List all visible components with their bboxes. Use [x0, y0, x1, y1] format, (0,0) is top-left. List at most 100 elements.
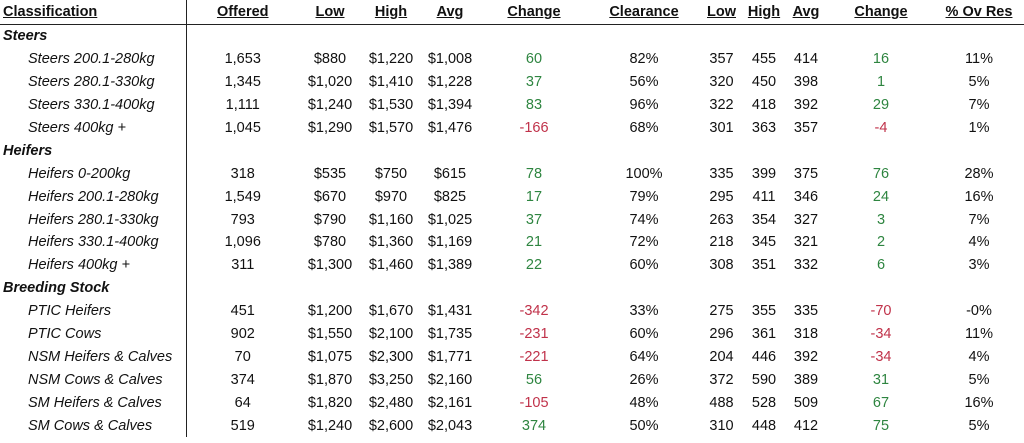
avg2-cell: 412	[793, 417, 819, 434]
change-cell: -105	[519, 394, 549, 411]
avg-cell: $1,771	[427, 348, 473, 365]
ovres-cell	[934, 277, 1024, 300]
offered-cell: 318	[230, 165, 255, 182]
low-cell: $1,020	[307, 74, 353, 91]
change2-cell: 67	[872, 394, 890, 411]
clearance-cell: 60%	[629, 326, 659, 343]
high-cell: $3,250	[368, 371, 414, 388]
table-row: Steers 200.1-280kg 1,653 $880 $1,220 $1,008 6…	[0, 47, 1024, 71]
high-cell: $2,600	[368, 417, 414, 434]
avg-cell	[421, 277, 479, 300]
avg-cell: $1,735	[427, 326, 473, 343]
group-row: Heifers	[0, 139, 1024, 163]
clearance-cell: 79%	[629, 188, 659, 205]
change2-cell	[828, 25, 934, 48]
high-cell: $970	[374, 188, 408, 205]
change-cell	[479, 139, 589, 162]
offered-cell: 1,345	[224, 74, 261, 91]
avg-cell: $1,169	[427, 234, 473, 251]
classification-cell: SM Heifers & Calves	[0, 391, 187, 415]
table-row: NSM Cows & Calves 374 $1,870 $3,250 $2,160 56…	[0, 368, 1024, 392]
low2-cell: 320	[709, 74, 734, 91]
header-avg: Avg	[436, 4, 464, 20]
change2-cell: 16	[872, 51, 890, 68]
clearance-cell: 68%	[629, 120, 659, 136]
group-label: Steers	[0, 24, 187, 48]
avg-cell: $1,008	[427, 51, 473, 68]
ovres-cell: 5%	[968, 74, 990, 91]
low-cell: $1,240	[307, 97, 353, 114]
high2-cell: 351	[751, 257, 777, 274]
low2-cell: 335	[709, 165, 734, 182]
change2-cell: -4	[874, 120, 888, 136]
high2-cell	[744, 139, 784, 162]
header-high-weight: High	[747, 4, 781, 20]
offered-cell: 451	[230, 303, 255, 320]
header-change-weight: Change	[854, 4, 908, 20]
table-row: Heifers 200.1-280kg 1,549 $670 $970 $825 17 79…	[0, 185, 1024, 209]
low-cell: $1,290	[307, 120, 353, 136]
avg2-cell: 392	[793, 348, 819, 365]
classification-cell: PTIC Cows	[0, 322, 187, 346]
high2-cell	[744, 25, 784, 48]
low-cell	[299, 139, 361, 162]
classification-cell: Steers 200.1-280kg	[0, 47, 187, 71]
change2-cell: 1	[876, 74, 886, 91]
classification-cell: Heifers 330.1-400kg	[0, 231, 187, 254]
low-cell: $1,870	[307, 371, 353, 388]
high2-cell: 345	[751, 234, 777, 251]
low2-cell: 310	[709, 417, 734, 434]
high2-cell	[744, 277, 784, 300]
high-cell: $1,460	[368, 257, 414, 274]
high-cell	[361, 25, 421, 48]
high-cell: $1,670	[368, 303, 414, 320]
clearance-cell: 56%	[629, 74, 659, 91]
high2-cell: 399	[751, 165, 777, 182]
high-cell	[361, 139, 421, 162]
classification-cell: Heifers 0-200kg	[0, 162, 187, 186]
high2-cell: 354	[751, 211, 777, 228]
offered-cell: 1,045	[224, 120, 261, 136]
avg2-cell: 509	[793, 394, 819, 411]
high2-cell: 528	[751, 394, 777, 411]
classification-cell: Heifers 400kg +	[0, 253, 187, 277]
avg-cell: $1,025	[427, 211, 473, 228]
low2-cell: 204	[709, 348, 734, 365]
low2-cell	[699, 25, 744, 48]
table-row: Heifers 280.1-330kg 793 $790 $1,160 $1,025 37…	[0, 208, 1024, 232]
ovres-cell	[934, 139, 1024, 162]
change-cell: 17	[525, 188, 543, 205]
high2-cell: 455	[751, 51, 777, 68]
offered-cell	[186, 277, 299, 300]
high-cell: $750	[374, 165, 408, 182]
change-cell	[479, 25, 589, 48]
ovres-cell: 5%	[968, 417, 990, 434]
avg-cell: $1,431	[427, 303, 473, 320]
offered-cell: 793	[230, 211, 255, 228]
header-avg-weight: Avg	[792, 4, 820, 20]
offered-cell: 519	[230, 417, 255, 434]
group-row: Steers	[0, 24, 1024, 48]
clearance-cell: 33%	[629, 303, 659, 320]
high2-cell: 411	[752, 188, 776, 205]
header-clearance: Clearance	[609, 4, 679, 20]
offered-cell: 1,111	[225, 97, 260, 114]
classification-cell: Heifers 200.1-280kg	[0, 185, 187, 209]
ovres-cell: 4%	[968, 234, 990, 251]
ovres-cell: 5%	[968, 371, 990, 388]
low2-cell: 275	[709, 303, 734, 320]
change2-cell: 29	[872, 97, 890, 114]
ovres-cell: 11%	[965, 51, 993, 68]
high2-cell: 418	[751, 97, 777, 114]
low-cell: $780	[313, 234, 347, 251]
avg-cell: $1,389	[427, 257, 473, 274]
change-cell: 374	[521, 417, 547, 434]
avg-cell: $615	[433, 165, 467, 182]
low-cell: $880	[313, 51, 347, 68]
table-row: NSM Heifers & Calves 70 $1,075 $2,300 $1,771…	[0, 345, 1024, 369]
header-low: Low	[315, 4, 345, 20]
high2-cell: 590	[751, 371, 777, 388]
ovres-cell: 7%	[968, 211, 990, 228]
change-cell: 78	[525, 165, 543, 182]
